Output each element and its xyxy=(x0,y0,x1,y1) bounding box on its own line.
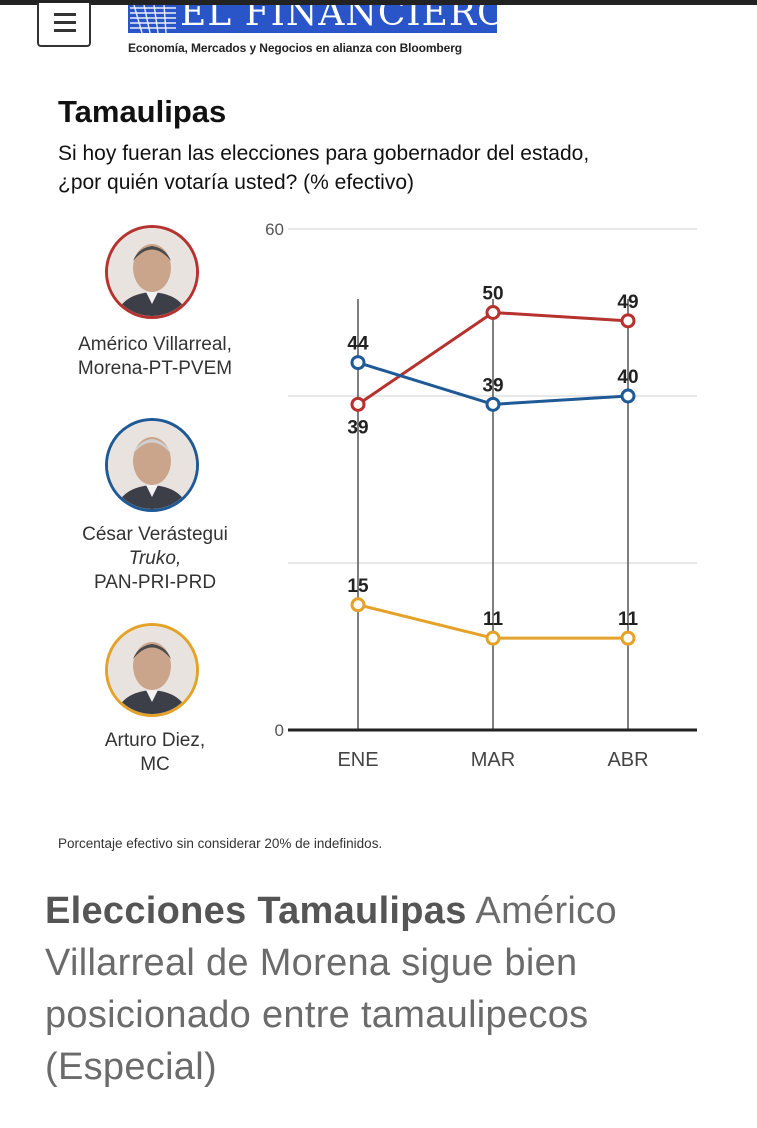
tagline: Economía, Mercados y Negocios en alianza… xyxy=(128,41,462,55)
candidate-party: MC xyxy=(140,754,170,775)
data-label: 15 xyxy=(347,576,369,597)
data-point xyxy=(485,630,501,646)
candidate-name: Américo Villarreal, xyxy=(78,334,232,355)
y-tick-label: 60 xyxy=(265,220,284,239)
menu-button[interactable] xyxy=(37,3,91,47)
candidate-label-arturo: Arturo Diez, MC xyxy=(40,729,270,777)
caption-text: Américo Villarreal de Morena sigue bien … xyxy=(45,890,617,1088)
candidate-party: Morena-PT-PVEM xyxy=(77,358,233,379)
data-label: 39 xyxy=(482,375,503,396)
candidate-portrait-arturo xyxy=(105,623,199,717)
x-tick-label: ENE xyxy=(337,749,378,771)
data-label: 50 xyxy=(482,284,503,305)
article-caption: Elecciones Tamaulipas Américo Villarreal… xyxy=(45,885,725,1093)
candidate-label-cesar: César Verástegui Truko, PAN-PRI-PRD xyxy=(40,523,270,595)
tagline-brand: Bloomberg xyxy=(399,41,463,55)
data-point xyxy=(620,630,636,646)
line-chart: 0 60 ENE MAR ABR 39 50 49 44 39 40 15 11 11 xyxy=(265,220,697,771)
top-border xyxy=(0,0,757,5)
x-tick-label: ABR xyxy=(607,749,648,771)
candidate-name: Arturo Diez, xyxy=(104,730,206,751)
data-label: 40 xyxy=(617,367,638,388)
site-logo[interactable]: EL FINANCIERO xyxy=(128,5,497,33)
portrait-icon xyxy=(108,626,196,714)
candidate-nickname: Truko, xyxy=(128,548,182,569)
data-label: 44 xyxy=(347,334,369,355)
data-point xyxy=(350,396,366,412)
data-point xyxy=(350,597,366,613)
data-label: 11 xyxy=(618,609,639,630)
data-point xyxy=(485,305,501,320)
globe-logo-icon xyxy=(130,5,176,33)
tagline-text: Economía, Mercados y Negocios en alianza… xyxy=(128,41,397,55)
chart-title: Tamaulipas xyxy=(58,94,227,129)
candidate-party: PAN-PRI-PRD xyxy=(93,572,217,593)
candidate-name: César Verástegui xyxy=(82,524,228,545)
candidate-portrait-americo xyxy=(105,225,199,319)
caption-headline: Elecciones Tamaulipas xyxy=(45,890,467,932)
chart-subtitle-line-2: ¿por quién votaría usted? (% efectivo) xyxy=(58,171,415,194)
data-point xyxy=(485,396,501,412)
data-point xyxy=(620,313,636,329)
chart-footnote: Porcentaje efectivo sin considerar 20% d… xyxy=(58,836,383,851)
y-tick-label: 0 xyxy=(275,721,284,740)
portrait-icon xyxy=(108,421,196,509)
candidate-portrait-cesar xyxy=(105,418,199,512)
data-point xyxy=(350,355,366,371)
data-label: 11 xyxy=(483,609,504,630)
data-label: 39 xyxy=(347,417,368,438)
x-tick-label: MAR xyxy=(471,749,515,771)
data-point xyxy=(620,388,636,404)
chart-subtitle-line-1: Si hoy fueran las elecciones para gobern… xyxy=(58,142,590,165)
logo-text: EL FINANCIERO xyxy=(180,5,497,33)
portrait-icon xyxy=(108,228,196,316)
data-label: 49 xyxy=(617,292,638,313)
candidate-label-americo: Américo Villarreal, Morena-PT-PVEM xyxy=(40,333,270,381)
